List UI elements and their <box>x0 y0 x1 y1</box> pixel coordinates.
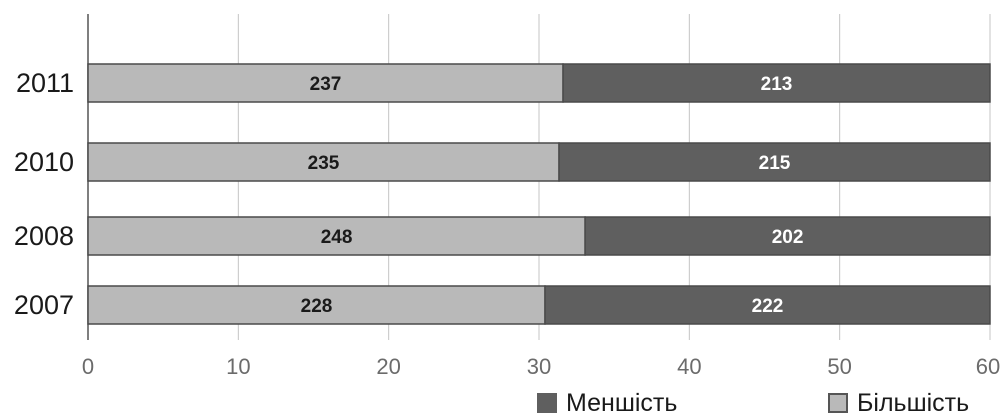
bar-minority-2007 <box>544 285 991 325</box>
legend-label-minority: Меншість <box>566 389 678 417</box>
value-label-majority-2008: 248 <box>321 227 353 248</box>
legend-label-majority: Більшість <box>857 389 970 417</box>
value-label-majority-2007: 228 <box>301 296 333 317</box>
bar-minority-2010 <box>558 142 991 182</box>
x-tick-label-10: 10 <box>226 354 250 379</box>
category-label-2008: 2008 <box>14 221 74 251</box>
category-label-2010: 2010 <box>14 147 74 177</box>
bar-majority-2010 <box>87 142 560 182</box>
chart-legend: Меншість Більшість <box>0 388 1002 419</box>
bar-majority-2011 <box>87 63 564 103</box>
value-label-minority-2007: 222 <box>752 296 784 317</box>
bar-minority-2011 <box>562 63 991 103</box>
bar-majority-2008 <box>87 216 586 256</box>
legend-item-majority: Більшість <box>828 390 969 416</box>
x-tick-label-40: 40 <box>677 354 701 379</box>
category-label-2007: 2007 <box>14 290 74 320</box>
x-tick-label-30: 30 <box>527 354 551 379</box>
x-tick-label-20: 20 <box>376 354 400 379</box>
legend-swatch-minority <box>537 393 557 413</box>
value-label-minority-2010: 215 <box>759 153 791 174</box>
value-label-minority-2008: 202 <box>772 227 804 248</box>
x-tick-label-60: 60 <box>976 354 1000 379</box>
bar-minority-2008 <box>584 216 991 256</box>
legend-swatch-majority <box>828 393 848 413</box>
value-label-majority-2010: 235 <box>308 153 340 174</box>
x-tick-label-50: 50 <box>827 354 851 379</box>
value-label-majority-2011: 237 <box>310 74 342 95</box>
x-tick-label-0: 0 <box>82 354 94 379</box>
value-label-minority-2011: 213 <box>761 74 793 95</box>
legend-item-minority: Меншість <box>537 390 677 416</box>
category-label-2011: 2011 <box>16 68 74 98</box>
stacked-bar-chart: 0 10 20 30 40 50 60 2011 237 213 2010 235 215 2008 248… <box>14 14 1000 379</box>
